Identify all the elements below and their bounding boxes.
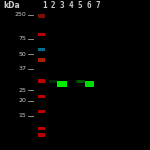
Bar: [38, 33, 45, 36]
Bar: [57, 81, 67, 87]
Bar: [38, 79, 45, 83]
Text: 6: 6: [87, 2, 92, 10]
Text: 50: 50: [18, 51, 26, 57]
Bar: [38, 133, 45, 137]
Text: kDa: kDa: [4, 1, 20, 10]
Text: 4: 4: [69, 2, 74, 10]
Bar: [38, 58, 45, 62]
Bar: [85, 81, 94, 87]
Text: 2: 2: [51, 2, 56, 10]
Text: 15: 15: [18, 113, 26, 118]
Bar: [38, 94, 45, 98]
Bar: [38, 14, 45, 18]
Bar: [38, 110, 45, 112]
Bar: [38, 127, 45, 130]
Bar: [76, 80, 85, 83]
Text: 37: 37: [18, 66, 26, 72]
Text: 20: 20: [18, 98, 26, 103]
Text: 3: 3: [60, 2, 64, 10]
Text: 25: 25: [18, 87, 26, 93]
Text: 5: 5: [78, 2, 82, 10]
Bar: [49, 80, 57, 83]
Bar: [38, 48, 45, 51]
Text: 250: 250: [15, 12, 26, 18]
Bar: [78, 80, 83, 83]
Text: 7: 7: [96, 2, 100, 10]
Text: 75: 75: [18, 36, 26, 42]
Text: 1: 1: [42, 2, 46, 10]
